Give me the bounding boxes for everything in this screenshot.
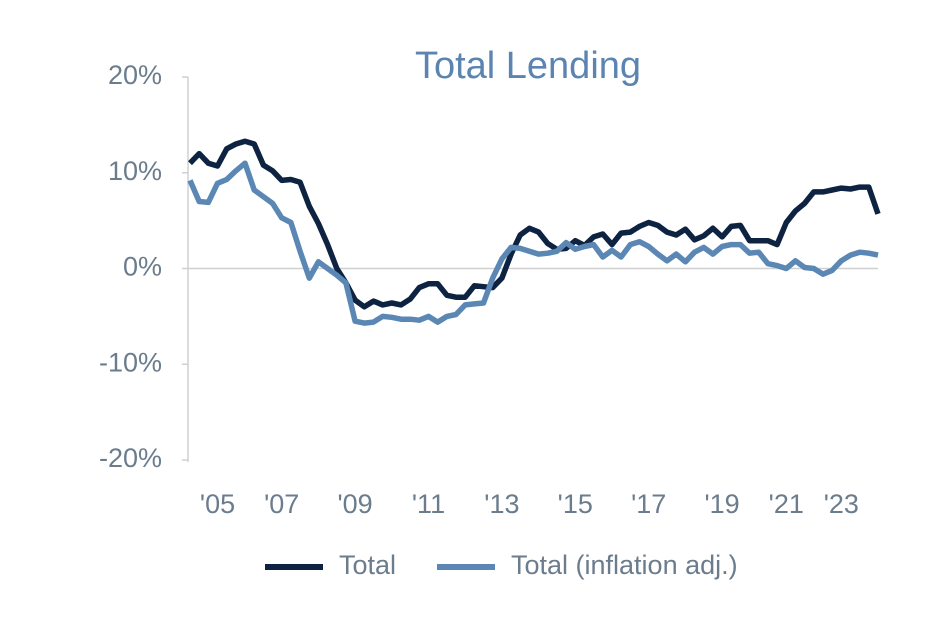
x-tick-label: '05	[200, 489, 235, 519]
y-tick-label: 10%	[108, 156, 162, 186]
x-tick-label: '23	[824, 489, 859, 519]
legend-label: Total	[339, 550, 396, 580]
series-line	[188, 138, 881, 310]
y-tick-label: -10%	[99, 347, 162, 377]
x-tick-label: '11	[412, 489, 445, 519]
x-tick-label: '09	[338, 489, 373, 519]
y-tick-label: 20%	[108, 60, 162, 90]
series-line	[187, 160, 879, 326]
chart-title: Total Lending	[415, 45, 641, 87]
y-tick-label: -20%	[99, 443, 162, 473]
x-tick-label: '21	[769, 489, 804, 519]
y-tick-label: 0%	[123, 252, 162, 282]
x-tick-label: '17	[631, 489, 666, 519]
x-tick-label: '19	[704, 489, 739, 519]
legend-label: Total (inflation adj.)	[511, 550, 738, 580]
x-tick-label: '13	[484, 489, 519, 519]
x-tick-label: '15	[558, 489, 593, 519]
x-tick-label: '07	[264, 489, 299, 519]
